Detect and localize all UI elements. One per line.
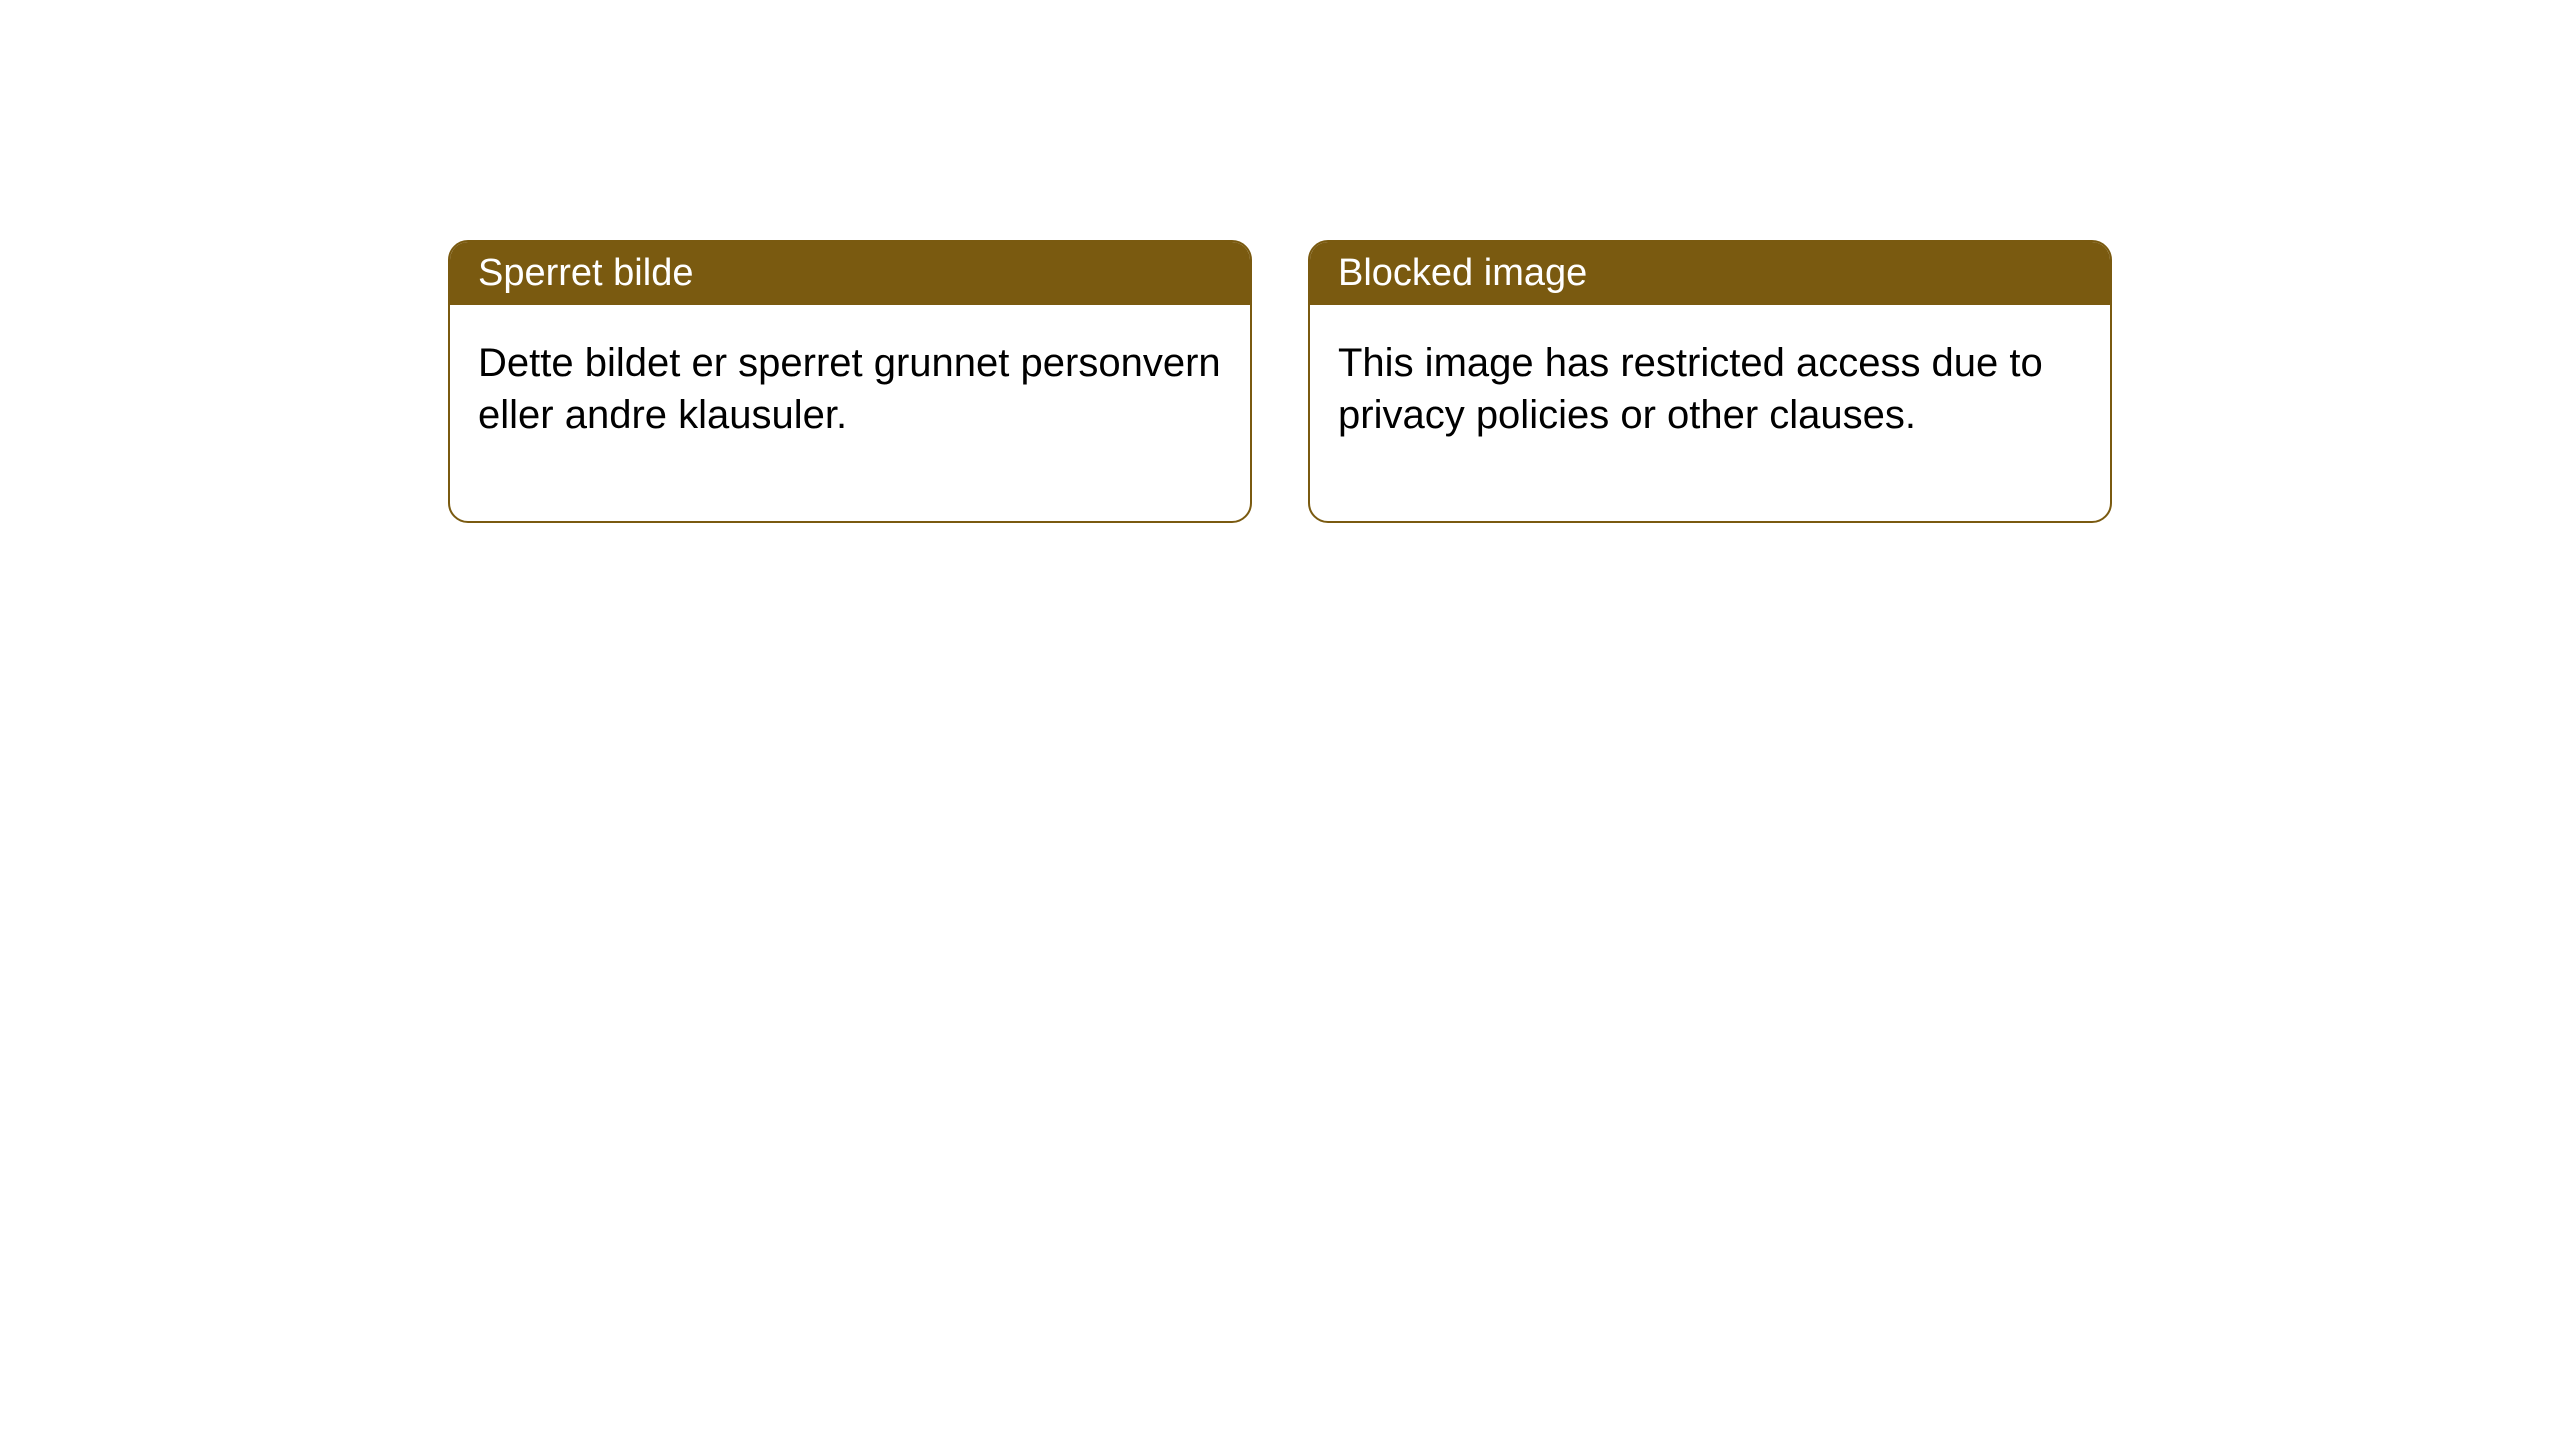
card-body-text: Dette bildet er sperret grunnet personve…	[478, 341, 1221, 437]
notice-card-norwegian: Sperret bilde Dette bildet er sperret gr…	[448, 240, 1252, 523]
card-body-text: This image has restricted access due to …	[1338, 341, 2043, 437]
card-title: Blocked image	[1338, 252, 1587, 294]
card-title: Sperret bilde	[478, 252, 693, 294]
notice-card-english: Blocked image This image has restricted …	[1308, 240, 2112, 523]
notice-cards-container: Sperret bilde Dette bildet er sperret gr…	[448, 240, 2112, 523]
card-header: Sperret bilde	[450, 242, 1250, 305]
card-body: This image has restricted access due to …	[1310, 305, 2110, 521]
card-header: Blocked image	[1310, 242, 2110, 305]
card-body: Dette bildet er sperret grunnet personve…	[450, 305, 1250, 521]
